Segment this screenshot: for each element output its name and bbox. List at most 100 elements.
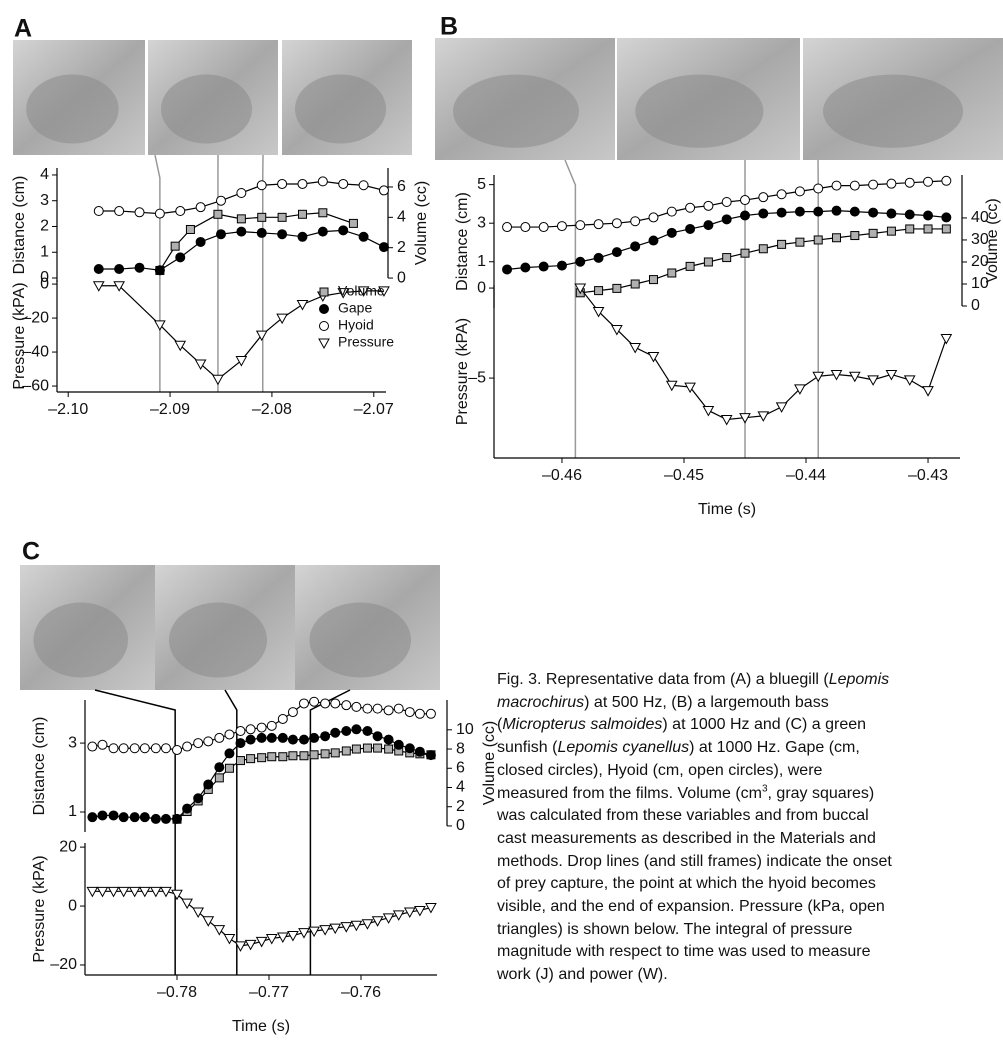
marker: [114, 206, 125, 217]
marker: [849, 180, 860, 191]
marker: [171, 889, 183, 901]
marker: [362, 743, 372, 753]
marker: [739, 413, 751, 424]
marker: [277, 732, 288, 743]
y-tick-label: 0: [40, 269, 49, 286]
marker: [414, 905, 426, 917]
x-tick-label: –0.46: [542, 467, 582, 484]
marker: [267, 752, 277, 762]
marker: [813, 235, 823, 245]
y2-tick-label: 10: [456, 721, 474, 738]
marker: [350, 920, 363, 932]
marker: [213, 209, 223, 219]
marker: [538, 222, 549, 233]
marker: [185, 224, 195, 234]
marker: [319, 321, 329, 331]
caption-text: closed circles), Hyoid (cm, open circles…: [497, 761, 823, 779]
marker: [886, 178, 897, 189]
marker: [338, 225, 349, 236]
marker: [235, 756, 245, 766]
y2-tick-label: 2: [397, 239, 406, 256]
photo-subject: [33, 602, 128, 678]
legend-label: Pressure: [338, 334, 394, 350]
marker: [378, 242, 389, 253]
marker: [575, 256, 586, 267]
marker: [425, 750, 436, 761]
marker: [666, 227, 677, 238]
caption-line: (Micropterus salmoides) at 1000 Hz and (…: [497, 714, 892, 737]
y2-tick-label: 0: [397, 269, 406, 286]
photo-subject: [169, 602, 267, 678]
marker: [193, 738, 204, 749]
marker: [215, 229, 226, 240]
marker: [378, 185, 389, 196]
legend-label: Gape: [338, 300, 372, 316]
marker: [86, 886, 99, 898]
marker: [362, 703, 373, 714]
marker: [329, 923, 342, 935]
marker: [404, 707, 415, 718]
marker: [812, 371, 825, 383]
marker: [265, 933, 278, 945]
marker: [154, 208, 165, 219]
marker: [107, 886, 120, 898]
marker: [160, 886, 172, 898]
marker: [794, 186, 805, 197]
marker: [93, 263, 104, 274]
marker: [868, 207, 879, 218]
y2-tick-label: 4: [397, 209, 406, 226]
marker: [403, 907, 416, 918]
caption-text: sunfish (: [497, 739, 558, 757]
marker: [256, 180, 267, 191]
caption-line: triangles) is shown below. The integral …: [497, 919, 892, 942]
caption-text: macrochirus: [497, 693, 585, 711]
marker: [341, 726, 352, 737]
marker: [904, 177, 915, 188]
marker: [665, 380, 678, 392]
y-tick-label: –40: [22, 343, 49, 360]
marker: [172, 744, 183, 755]
marker: [245, 734, 256, 745]
marker: [685, 202, 696, 213]
marker: [309, 750, 319, 760]
marker: [721, 196, 732, 207]
marker: [235, 738, 246, 749]
marker: [414, 746, 425, 757]
marker: [234, 941, 247, 952]
marker: [886, 208, 897, 219]
marker: [319, 925, 331, 936]
y-tick-label: 1: [40, 243, 49, 260]
marker: [202, 916, 215, 927]
y-axis-label: Distance (cm): [11, 176, 28, 275]
marker: [371, 916, 384, 927]
marker: [330, 748, 340, 758]
marker: [832, 233, 842, 243]
marker: [357, 286, 370, 297]
marker: [794, 206, 805, 217]
marker: [813, 206, 824, 217]
marker: [648, 235, 659, 246]
marker: [288, 751, 298, 761]
marker: [758, 208, 769, 219]
marker: [795, 237, 805, 247]
y2-tick-label: 4: [456, 779, 465, 796]
marker: [722, 253, 732, 263]
marker: [574, 283, 587, 295]
marker: [404, 743, 415, 754]
marker: [341, 700, 352, 711]
marker: [278, 752, 288, 762]
marker: [277, 212, 287, 222]
marker: [212, 374, 224, 386]
y-tick-label: –20: [50, 956, 77, 973]
photo-subject: [295, 74, 386, 144]
marker: [392, 910, 405, 921]
marker: [149, 886, 162, 898]
marker: [297, 231, 308, 242]
drop-line: [564, 159, 577, 458]
marker: [87, 741, 98, 752]
marker: [93, 206, 104, 217]
marker: [684, 382, 696, 394]
caption-text: visible, and the end of expansion. Press…: [497, 898, 885, 916]
marker: [831, 205, 842, 216]
